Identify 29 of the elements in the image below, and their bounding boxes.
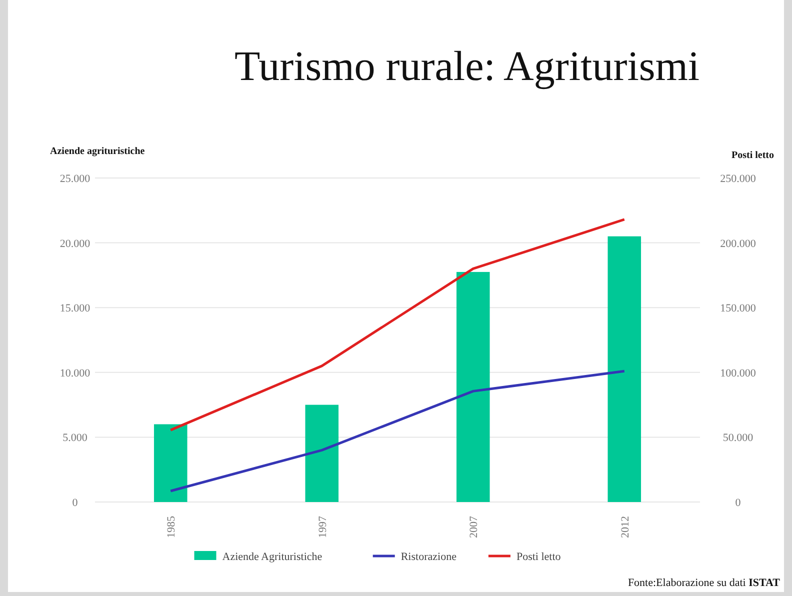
- line-series: [169, 218, 626, 432]
- y-tick-label: 20.000: [60, 238, 91, 250]
- source-note: Fonte:Elaborazione su dati ISTAT: [628, 577, 781, 589]
- legend-label: Ristorazione: [400, 551, 457, 563]
- y-axis-title: Aziende agrituristiche: [50, 146, 146, 157]
- x-tick-label: 2012: [619, 516, 632, 538]
- x-tick-label: 1997: [316, 516, 329, 538]
- y2-axis-title: Posti letto: [732, 150, 774, 161]
- chart-title: Turismo rurale: Agriturismi: [234, 44, 700, 90]
- y2-tick-label: 250.000: [720, 173, 756, 185]
- y2-tick-label: 200.000: [720, 238, 756, 250]
- line-series: [169, 370, 626, 492]
- y2-tick-label: 0: [735, 497, 742, 509]
- x-tick-label: 1985: [166, 516, 178, 538]
- legend-label: Aziende Agrituristiche: [222, 551, 322, 563]
- y2-tick-label: 100.000: [720, 367, 756, 380]
- bar: [154, 424, 188, 502]
- y-tick-label: 5.000: [62, 432, 88, 444]
- legend-label: Posti letto: [516, 551, 562, 563]
- y2-tick-label: 150.000: [720, 302, 756, 315]
- bar: [608, 236, 642, 502]
- bar: [305, 404, 339, 502]
- y-tick-label: 25.000: [60, 173, 91, 185]
- x-tick-label: 2007: [468, 516, 480, 538]
- y-tick-label: 10.000: [60, 367, 91, 380]
- y2-tick-label: 50.000: [722, 432, 754, 444]
- y-tick-label: 15.000: [60, 302, 91, 315]
- y-tick-label: 0: [72, 497, 78, 509]
- bar: [456, 272, 490, 502]
